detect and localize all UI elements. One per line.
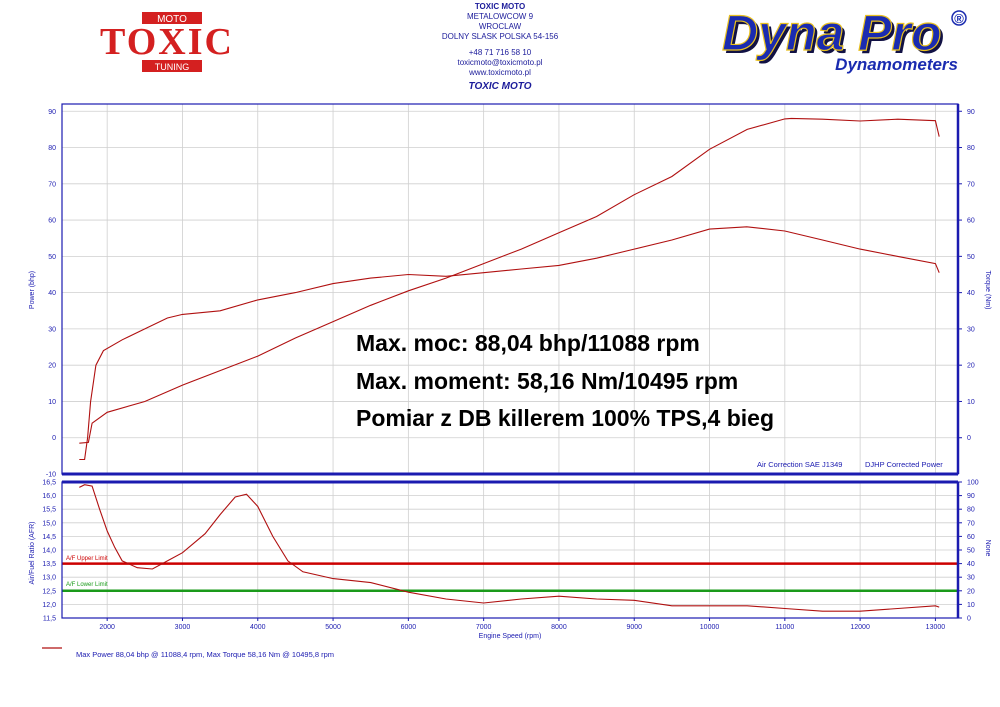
y-tick-label: 60 bbox=[48, 218, 56, 225]
x-tick-label: 10000 bbox=[700, 624, 720, 631]
frame-layer bbox=[61, 103, 962, 621]
none-axis-label: None bbox=[984, 540, 991, 557]
y-tick-label: 15,0 bbox=[42, 520, 56, 527]
right-tick-label: 100 bbox=[967, 480, 979, 487]
company-name: TOXIC MOTO bbox=[474, 2, 526, 11]
y-tick-label: 14,5 bbox=[42, 534, 56, 541]
x-tick-label: 3000 bbox=[175, 624, 191, 631]
right-tick-label: 40 bbox=[967, 561, 975, 568]
dynamometers-text: Dynamometers bbox=[835, 55, 958, 74]
grid-layer bbox=[62, 104, 958, 619]
y-tick-label: -10 bbox=[46, 472, 56, 479]
right-tick-label: 0 bbox=[967, 435, 971, 442]
phone-number: +48 71 716 58 10 bbox=[468, 48, 532, 57]
address-line-1: METALOWCOW 9 bbox=[466, 12, 534, 21]
x-tick-label: 2000 bbox=[99, 624, 115, 631]
y-tick-label: 10 bbox=[48, 399, 56, 406]
y-tick-label: 12,0 bbox=[42, 602, 56, 609]
y-tick-label: 20 bbox=[48, 363, 56, 370]
y-tick-label: 15,5 bbox=[42, 507, 56, 514]
y-tick-label: 12,5 bbox=[42, 588, 56, 595]
y-tick-label: 14,0 bbox=[42, 548, 56, 555]
right-tick-label: 10 bbox=[967, 399, 975, 406]
right-tick-label: 40 bbox=[967, 290, 975, 297]
y-tick-label: 70 bbox=[48, 181, 56, 188]
y-tick-label: 13,0 bbox=[42, 575, 56, 582]
right-tick-label: 50 bbox=[967, 548, 975, 555]
right-tick-label: 90 bbox=[967, 109, 975, 116]
legend-text: Max Power 88,04 bhp @ 11088,4 rpm, Max T… bbox=[76, 650, 334, 659]
dyna-pro-text: Dyna Pro bbox=[722, 5, 942, 61]
chart-heading: TOXIC MOTO bbox=[468, 81, 532, 92]
y-tick-label: 16,0 bbox=[42, 493, 56, 500]
corrected-power-label: DJHP Corrected Power bbox=[865, 460, 943, 469]
y-tick-label: 40 bbox=[48, 290, 56, 297]
registered-mark: ® bbox=[954, 11, 964, 26]
engine-speed-label: Engine Speed (rpm) bbox=[479, 633, 542, 640]
dyna-pro-shadow: Dyna Pro bbox=[725, 8, 945, 64]
email-address: toxicmoto@toxicmoto.pl bbox=[457, 58, 543, 67]
y-tick-label: 90 bbox=[48, 109, 56, 116]
right-tick-label: 50 bbox=[967, 254, 975, 261]
x-tick-label: 12000 bbox=[850, 624, 870, 631]
x-tick-label: 4000 bbox=[250, 624, 266, 631]
right-tick-label: 90 bbox=[967, 493, 975, 500]
right-tick-label: 80 bbox=[967, 507, 975, 514]
y-tick-label: 16,5 bbox=[42, 480, 56, 487]
callout-measurement-note: Pomiar z DB killerem 100% TPS,4 bieg bbox=[356, 405, 774, 431]
right-tick-label: 20 bbox=[967, 363, 975, 370]
x-tick-label: 5000 bbox=[325, 624, 341, 631]
right-tick-label: 60 bbox=[967, 534, 975, 541]
right-tick-label: 30 bbox=[967, 326, 975, 333]
callout-max-power: Max. moc: 88,04 bhp/11088 rpm bbox=[356, 330, 700, 356]
y-tick-label: 50 bbox=[48, 254, 56, 261]
toxic-moto-logo: MOTO TOXIC TUNING bbox=[100, 12, 234, 72]
x-tick-label: 13000 bbox=[926, 624, 946, 631]
afr-limit-lines bbox=[62, 562, 958, 593]
address-line-2: WROCLAW bbox=[478, 22, 522, 31]
right-tick-label: 10 bbox=[967, 602, 975, 609]
afr-curve bbox=[79, 484, 940, 612]
bottom-legend: Max Power 88,04 bhp @ 11088,4 rpm, Max T… bbox=[42, 647, 334, 659]
header-contact-block: TOXIC MOTO METALOWCOW 9 WROCLAW DOLNY SL… bbox=[400, 2, 600, 92]
right-tick-label: 70 bbox=[967, 520, 975, 527]
tick-labels: -10 0 10 20 30 40 50 60 70 80 90 0 10 20 30 40 50 60 70 80 9… bbox=[42, 109, 978, 631]
address-line-3: DOLNY SLASK POLSKA 54-156 bbox=[441, 32, 559, 41]
x-tick-label: 9000 bbox=[626, 624, 642, 631]
y-tick-label: 80 bbox=[48, 145, 56, 152]
logo-moto-text: MOTO bbox=[157, 14, 187, 25]
lower-limit-label: A/F Lower Limit bbox=[66, 582, 108, 588]
x-tick-label: 11000 bbox=[775, 624, 794, 631]
website: www.toxicmoto.pl bbox=[469, 68, 531, 77]
air-correction-label: Air Correction SAE J1349 bbox=[757, 460, 842, 469]
logo-toxic-text: TOXIC bbox=[100, 21, 234, 63]
logo-tuning-text: TUNING bbox=[155, 62, 190, 72]
afr-axis-label: Air/Fuel Ratio (AFR) bbox=[29, 521, 36, 584]
series-layer bbox=[79, 117, 940, 612]
right-tick-label: 70 bbox=[967, 181, 975, 188]
x-tick-label: 6000 bbox=[401, 624, 417, 631]
torque-axis-label: Torque (Nm) bbox=[984, 271, 991, 310]
y-tick-label: 30 bbox=[48, 326, 56, 333]
power-curve bbox=[79, 117, 940, 444]
right-tick-label: 30 bbox=[967, 575, 975, 582]
y-tick-label: 13,5 bbox=[42, 561, 56, 568]
right-tick-label: 60 bbox=[967, 218, 975, 225]
x-tick-label: 7000 bbox=[476, 624, 492, 631]
y-tick-label: 11,5 bbox=[43, 616, 56, 623]
callout-max-torque: Max. moment: 58,16 Nm/10495 rpm bbox=[356, 368, 739, 394]
x-tick-label: 8000 bbox=[551, 624, 567, 631]
right-tick-label: 80 bbox=[967, 145, 975, 152]
torque-curve bbox=[79, 226, 940, 461]
y-tick-label: 0 bbox=[52, 435, 56, 442]
axis-labels: Power (bhp) Torque (Nm) Air/Fuel Ratio (… bbox=[29, 271, 991, 640]
upper-limit-label: A/F Upper Limit bbox=[66, 556, 108, 562]
right-tick-label: 20 bbox=[967, 588, 975, 595]
right-tick-label: 0 bbox=[967, 616, 971, 623]
power-axis-label: Power (bhp) bbox=[29, 271, 36, 309]
dyna-pro-logo: Dyna Pro Dyna Pro ® Dynamometers bbox=[721, 4, 967, 74]
plot-area bbox=[62, 104, 958, 474]
